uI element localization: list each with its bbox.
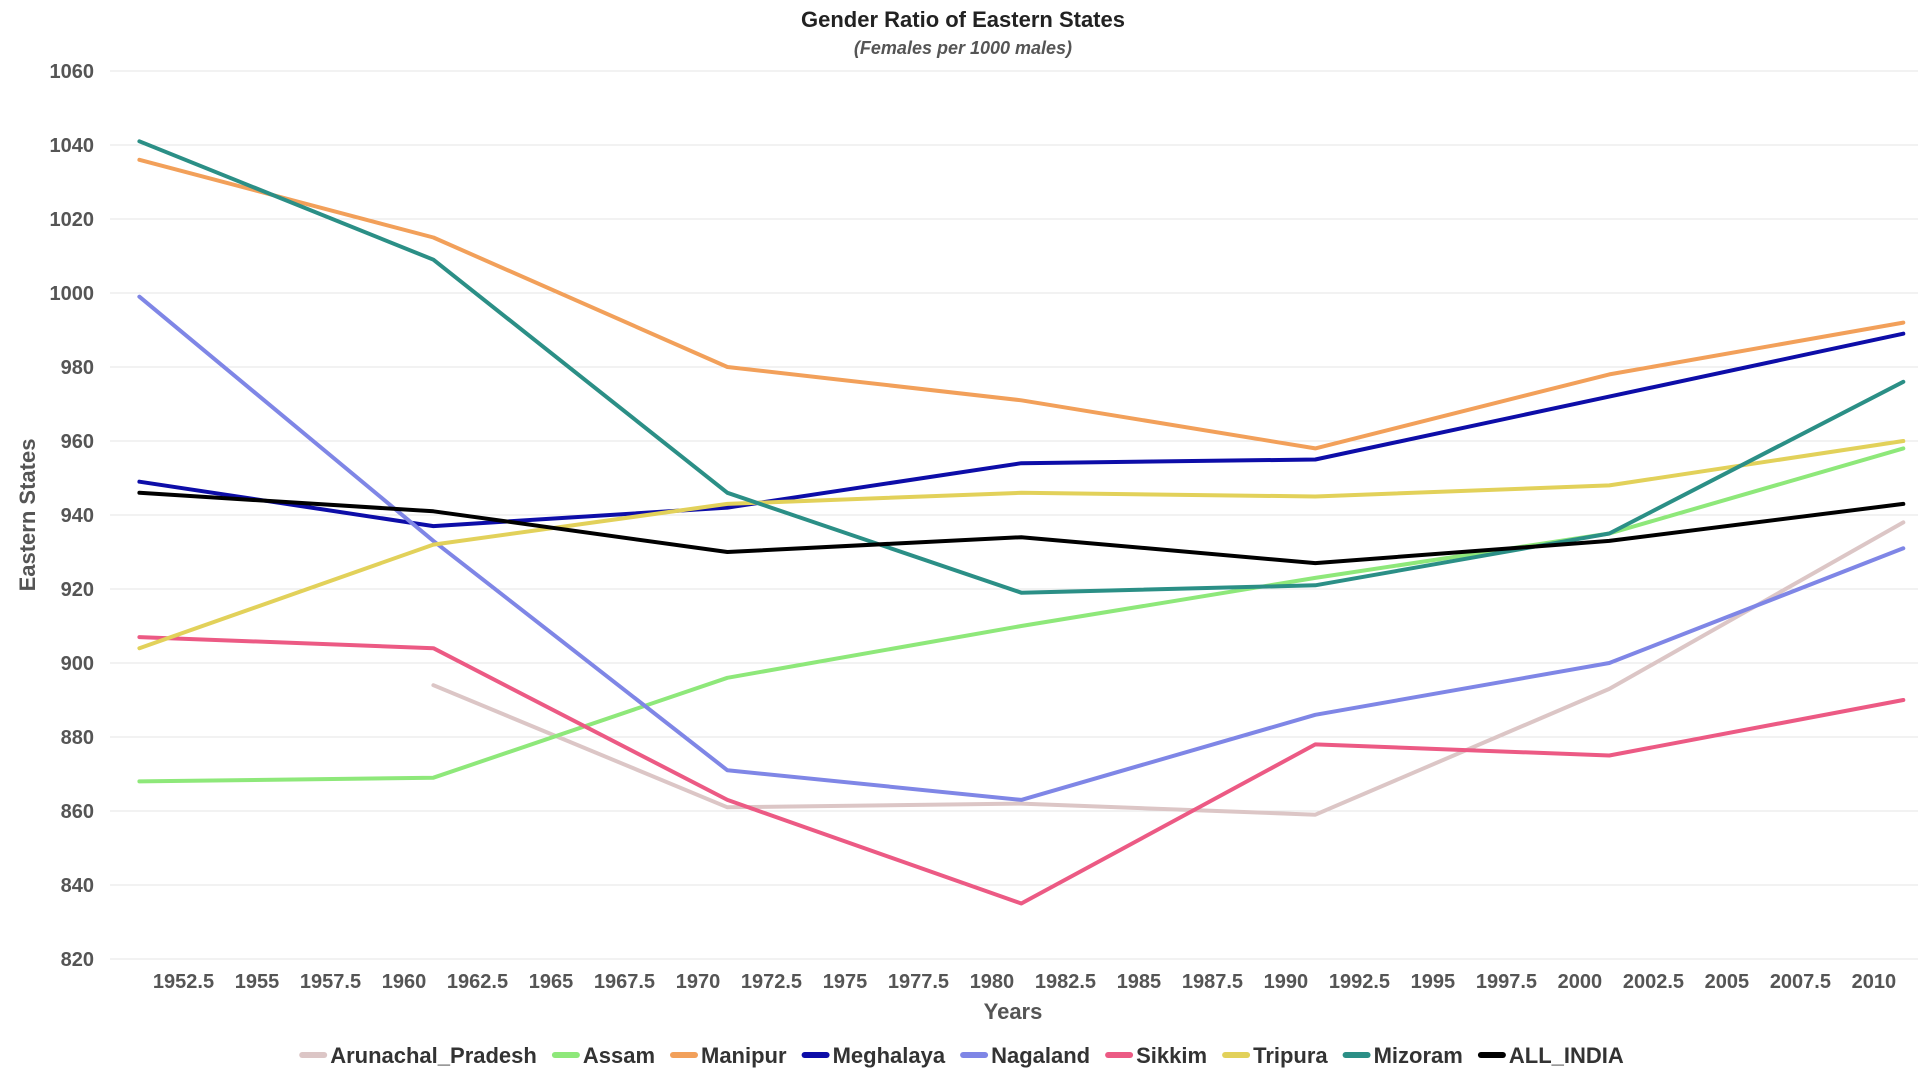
series-line-tripura (137, 439, 1906, 651)
x-tick-label: 1980 (970, 971, 1015, 993)
y-tick-label: 1020 (50, 209, 95, 231)
y-tick-label: 920 (61, 579, 94, 601)
y-tick-label: 1000 (50, 283, 95, 305)
x-tick-label: 1982.5 (1035, 971, 1096, 993)
legend-label: Nagaland (991, 1043, 1090, 1068)
legend-label: ALL_INDIA (1509, 1043, 1624, 1068)
x-tick-label: 1955 (235, 971, 280, 993)
x-tick-label: 1975 (823, 971, 868, 993)
x-tick-label: 2010 (1852, 971, 1897, 993)
y-tick-label: 880 (61, 727, 94, 749)
legend-item-assam[interactable]: Assam (551, 1043, 655, 1068)
x-tick-label: 1997.5 (1476, 971, 1537, 993)
x-tick-label: 1995 (1411, 971, 1456, 993)
legend-item-tripura[interactable]: Tripura (1222, 1043, 1328, 1068)
x-axis-label: Years (984, 999, 1043, 1024)
legend-label: Manipur (701, 1043, 787, 1068)
chart-title: Gender Ratio of Eastern States (801, 7, 1125, 32)
legend-label: Meghalaya (833, 1043, 946, 1068)
x-tick-label: 1952.5 (153, 971, 214, 993)
y-tick-label: 960 (61, 431, 94, 453)
series-line-mizoram (137, 139, 1906, 595)
series-line-arunachal-pradesh (431, 520, 1906, 817)
series-line-all-india (137, 490, 1906, 566)
legend-item-sikkim[interactable]: Sikkim (1105, 1043, 1207, 1068)
x-tick-label: 1960 (382, 971, 427, 993)
series-line-assam (137, 446, 1906, 784)
series-line-sikkim (137, 635, 1906, 906)
x-tick-label: 1962.5 (447, 971, 508, 993)
x-tick-label: 1985 (1117, 971, 1162, 993)
y-tick-label: 1060 (50, 61, 95, 83)
y-axis-label: Eastern States (15, 439, 40, 592)
x-tick-label: 2000 (1558, 971, 1603, 993)
x-tick-label: 1992.5 (1329, 971, 1390, 993)
x-tick-label: 1990 (1264, 971, 1309, 993)
y-tick-label: 820 (61, 949, 94, 971)
series-lines (137, 139, 1906, 906)
legend-item-meghalaya[interactable]: Meghalaya (801, 1043, 946, 1068)
y-axis-ticks: 820 840 860 880 900 920 940 960 980 1000 1020 1040 1… (50, 61, 95, 971)
series-line-nagaland (137, 294, 1906, 802)
series-line-manipur (137, 157, 1906, 451)
x-tick-label: 1957.5 (300, 971, 361, 993)
legend-label: Assam (583, 1043, 655, 1068)
legend: Arunachal_Pradesh Assam Manipur Meghalaya Na… (299, 1043, 1624, 1068)
x-tick-label: 1967.5 (594, 971, 655, 993)
legend-label: Arunachal_Pradesh (330, 1043, 537, 1068)
x-axis-ticks: 1952.5 1955 1957.5 1960 1962.5 1965 1967.5 1970… (153, 971, 1896, 993)
y-tick-label: 840 (61, 875, 94, 897)
legend-label: Tripura (1253, 1043, 1328, 1068)
legend-item-mizoram[interactable]: Mizoram (1342, 1043, 1463, 1068)
y-tick-label: 940 (61, 505, 94, 527)
legend-item-nagaland[interactable]: Nagaland (960, 1043, 1090, 1068)
legend-item-all-india[interactable]: ALL_INDIA (1477, 1043, 1624, 1068)
legend-item-arunachal-pradesh[interactable]: Arunachal_Pradesh (299, 1043, 537, 1068)
y-tick-label: 860 (61, 801, 94, 823)
x-tick-label: 1987.5 (1182, 971, 1243, 993)
x-tick-label: 1970 (676, 971, 721, 993)
x-tick-label: 1965 (529, 971, 574, 993)
y-tick-label: 980 (61, 357, 94, 379)
legend-label: Sikkim (1136, 1043, 1207, 1068)
legend-label: Mizoram (1374, 1043, 1463, 1068)
y-tick-label: 900 (61, 653, 94, 675)
series-line-meghalaya (137, 331, 1906, 529)
y-tick-label: 1040 (50, 135, 95, 157)
x-tick-label: 1972.5 (741, 971, 802, 993)
x-tick-label: 1977.5 (888, 971, 949, 993)
x-tick-label: 2002.5 (1623, 971, 1684, 993)
x-tick-label: 2005 (1705, 971, 1750, 993)
chart-subtitle: (Females per 1000 males) (854, 38, 1072, 58)
x-tick-label: 2007.5 (1770, 971, 1831, 993)
legend-item-manipur[interactable]: Manipur (670, 1043, 787, 1068)
